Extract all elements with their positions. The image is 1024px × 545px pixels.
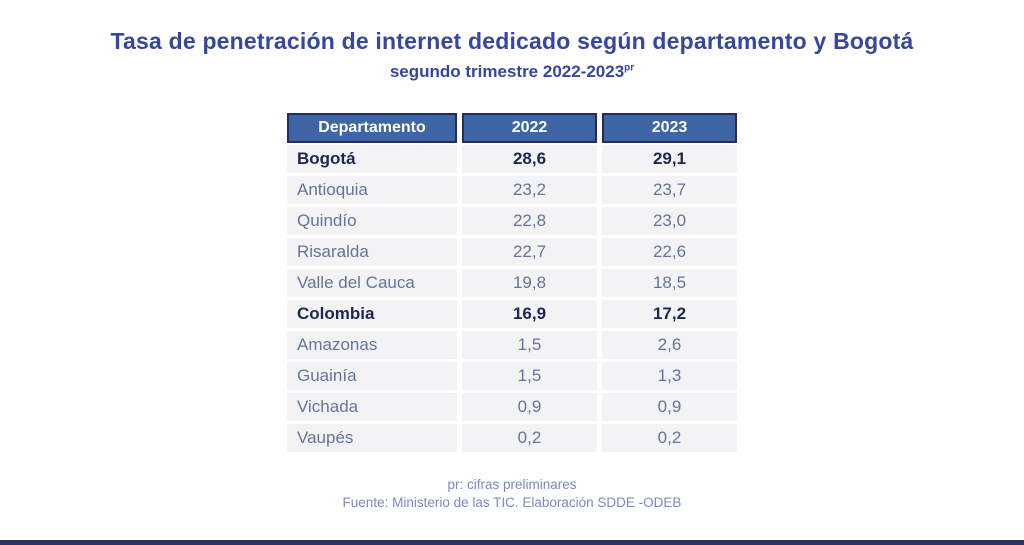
department-cell: Quindío	[287, 207, 457, 235]
table-row-vaupes: Vaupés 0,2 0,2	[287, 424, 737, 452]
department-cell: Amazonas	[287, 331, 457, 359]
value-2023-cell: 17,2	[602, 300, 737, 328]
value-2022-cell: 16,9	[462, 300, 597, 328]
page-title: Tasa de penetración de internet dedicado…	[110, 28, 914, 54]
value-2023-cell: 0,2	[602, 424, 737, 452]
value-2023-cell: 18,5	[602, 269, 737, 297]
bottom-accent-bar	[0, 540, 1024, 545]
value-2023-cell: 2,6	[602, 331, 737, 359]
column-header-2023: 2023	[602, 113, 737, 143]
value-2022-cell: 0,9	[462, 393, 597, 421]
department-cell: Risaralda	[287, 238, 457, 266]
value-2022-cell: 28,6	[462, 145, 597, 173]
table-row-valle-del-cauca: Valle del Cauca 19,8 18,5	[287, 269, 737, 297]
value-2022-cell: 23,2	[462, 176, 597, 204]
department-cell: Valle del Cauca	[287, 269, 457, 297]
penetration-table: Departamento 2022 2023 Bogotá 28,6 29,1 …	[287, 113, 737, 455]
value-2022-cell: 1,5	[462, 362, 597, 390]
table-header-row: Departamento 2022 2023	[287, 113, 737, 143]
value-2022-cell: 1,5	[462, 331, 597, 359]
page-subtitle: segundo trimestre 2022-2023pr	[0, 62, 1024, 82]
footnote-source: Fuente: Ministerio de las TIC. Elaboraci…	[342, 495, 682, 510]
value-2023-cell: 0,9	[602, 393, 737, 421]
table-row-guainia: Guainía 1,5 1,3	[287, 362, 737, 390]
subtitle-superscript: pr	[624, 62, 635, 74]
subtitle-text: segundo trimestre 2022-2023	[389, 62, 625, 81]
value-2022-cell: 22,7	[462, 238, 597, 266]
value-2022-cell: 22,8	[462, 207, 597, 235]
department-cell: Bogotá	[287, 145, 457, 173]
department-cell: Antioquia	[287, 176, 457, 204]
table-row-quindio: Quindío 22,8 23,0	[287, 207, 737, 235]
column-header-departamento: Departamento	[287, 113, 457, 143]
value-2022-cell: 0,2	[462, 424, 597, 452]
table-row-bogota: Bogotá 28,6 29,1	[287, 145, 737, 173]
value-2023-cell: 22,6	[602, 238, 737, 266]
value-2023-cell: 29,1	[602, 145, 737, 173]
table-row-colombia: Colombia 16,9 17,2	[287, 300, 737, 328]
table-row-risaralda: Risaralda 22,7 22,6	[287, 238, 737, 266]
column-header-2022: 2022	[462, 113, 597, 143]
department-cell: Colombia	[287, 300, 457, 328]
department-cell: Vichada	[287, 393, 457, 421]
table-row-vichada: Vichada 0,9 0,9	[287, 393, 737, 421]
value-2023-cell: 1,3	[602, 362, 737, 390]
table-row-amazonas: Amazonas 1,5 2,6	[287, 331, 737, 359]
department-cell: Guainía	[287, 362, 457, 390]
value-2023-cell: 23,0	[602, 207, 737, 235]
department-cell: Vaupés	[287, 424, 457, 452]
value-2023-cell: 23,7	[602, 176, 737, 204]
value-2022-cell: 19,8	[462, 269, 597, 297]
table-row-antioquia: Antioquia 23,2 23,7	[287, 176, 737, 204]
footnote-preliminary: pr: cifras preliminares	[447, 477, 577, 492]
